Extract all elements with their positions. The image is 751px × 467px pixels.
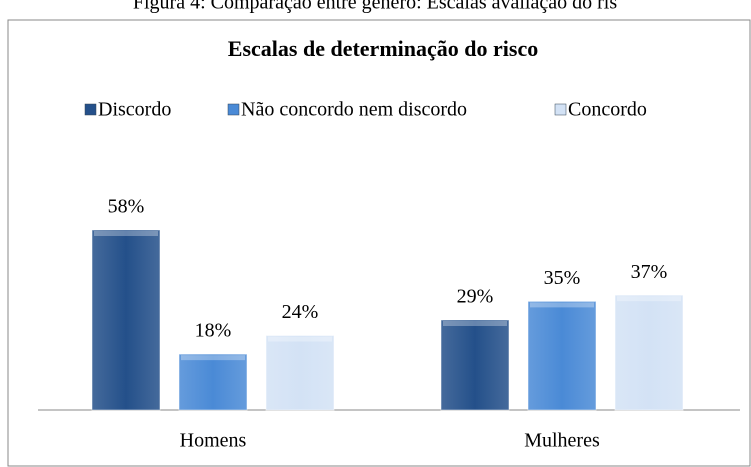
data-label: 24%: [282, 301, 319, 323]
bar: [527, 300, 597, 411]
data-label: 18%: [195, 320, 232, 342]
data-label: 37%: [631, 261, 668, 283]
bar-bevel: [443, 321, 507, 326]
bar-bevel: [268, 336, 332, 342]
legend-swatch: [554, 103, 567, 116]
bar-bevel: [94, 231, 158, 236]
legend-label: Discordo: [98, 99, 171, 121]
bar: [440, 319, 510, 411]
legend-swatch: [227, 103, 240, 116]
bar: [265, 335, 335, 411]
caption: Figura 4: Comparação entre género: Escal…: [133, 0, 617, 14]
x-tick-label: Mulheres: [524, 430, 600, 452]
bar: [178, 353, 248, 411]
x-tick-label: Homens: [180, 430, 247, 452]
bar-bevel: [530, 302, 594, 308]
chart-title: Escalas de determinação do risco: [228, 36, 538, 61]
data-label: 35%: [544, 267, 581, 289]
bar-bevel: [617, 296, 681, 302]
bar-bevel: [181, 355, 245, 361]
legend-swatch: [84, 103, 97, 116]
data-label: 58%: [108, 196, 145, 218]
bar: [91, 229, 161, 411]
legend-label: Não concordo nem discordo: [241, 99, 467, 121]
bar: [614, 294, 684, 411]
legend-label: Concordo: [568, 99, 647, 121]
data-label: 29%: [457, 286, 494, 308]
